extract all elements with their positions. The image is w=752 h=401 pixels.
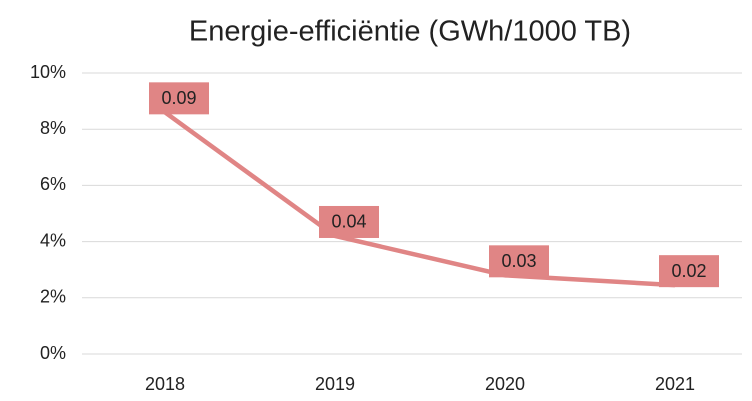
x-tick-label: 2021 [655, 374, 695, 394]
data-label: 0.09 [161, 88, 196, 108]
data-label: 0.04 [331, 212, 366, 232]
line [163, 110, 676, 288]
data-label-box [489, 245, 549, 278]
y-tick-label: 8% [40, 118, 66, 138]
y-tick-label: 2% [40, 287, 66, 307]
data-label-box [659, 255, 719, 288]
data-label: 0.03 [501, 251, 536, 271]
y-tick-label: 6% [40, 174, 66, 194]
chart-title: Energie-efficiëntie (GWh/1000 TB) [189, 16, 631, 48]
x-tick-label: 2018 [145, 374, 185, 394]
data-label: 0.02 [671, 261, 706, 281]
x-tick-label: 2019 [315, 374, 355, 394]
x-tick-label: 2020 [485, 374, 525, 394]
y-tick-label: 10% [30, 62, 66, 82]
data-label-box [149, 82, 209, 115]
y-tick-label: 0% [40, 343, 66, 363]
y-tick-label: 4% [40, 230, 66, 250]
data-label-box [319, 205, 379, 238]
